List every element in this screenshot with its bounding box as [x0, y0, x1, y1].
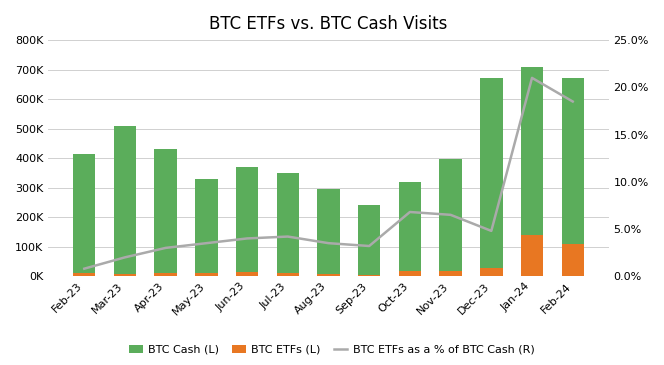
- Bar: [521, 235, 543, 276]
- Bar: [317, 189, 340, 276]
- Bar: [358, 205, 380, 276]
- Bar: [236, 167, 258, 276]
- Bar: [562, 78, 584, 276]
- Bar: [114, 126, 136, 276]
- BTC ETFs as a % of BTC Cash (R): [447, 213, 455, 217]
- BTC ETFs as a % of BTC Cash (R): [203, 241, 210, 245]
- Bar: [440, 159, 461, 276]
- Bar: [114, 274, 136, 276]
- Title: BTC ETFs vs. BTC Cash Visits: BTC ETFs vs. BTC Cash Visits: [209, 15, 448, 33]
- Bar: [480, 78, 503, 276]
- BTC ETFs as a % of BTC Cash (R): [365, 244, 373, 248]
- Bar: [480, 268, 503, 276]
- Bar: [195, 273, 218, 276]
- Bar: [358, 275, 380, 276]
- Bar: [521, 67, 543, 276]
- Bar: [195, 179, 218, 276]
- Bar: [317, 274, 340, 276]
- Bar: [277, 173, 299, 276]
- BTC ETFs as a % of BTC Cash (R): [121, 255, 129, 260]
- Bar: [562, 244, 584, 276]
- Bar: [277, 273, 299, 276]
- BTC ETFs as a % of BTC Cash (R): [80, 266, 88, 271]
- BTC ETFs as a % of BTC Cash (R): [406, 210, 414, 214]
- Bar: [398, 271, 421, 276]
- BTC ETFs as a % of BTC Cash (R): [243, 236, 251, 241]
- Bar: [236, 272, 258, 276]
- Bar: [73, 154, 96, 276]
- BTC ETFs as a % of BTC Cash (R): [162, 246, 170, 250]
- Bar: [155, 273, 177, 276]
- Bar: [440, 271, 461, 276]
- BTC ETFs as a % of BTC Cash (R): [487, 229, 495, 233]
- BTC ETFs as a % of BTC Cash (R): [284, 234, 291, 239]
- Bar: [73, 273, 96, 276]
- BTC ETFs as a % of BTC Cash (R): [569, 99, 577, 104]
- Line: BTC ETFs as a % of BTC Cash (R): BTC ETFs as a % of BTC Cash (R): [84, 78, 573, 269]
- BTC ETFs as a % of BTC Cash (R): [325, 241, 333, 245]
- Bar: [155, 149, 177, 276]
- BTC ETFs as a % of BTC Cash (R): [528, 76, 536, 80]
- Legend: BTC Cash (L), BTC ETFs (L), BTC ETFs as a % of BTC Cash (R): BTC Cash (L), BTC ETFs (L), BTC ETFs as …: [125, 341, 539, 360]
- Bar: [398, 182, 421, 276]
